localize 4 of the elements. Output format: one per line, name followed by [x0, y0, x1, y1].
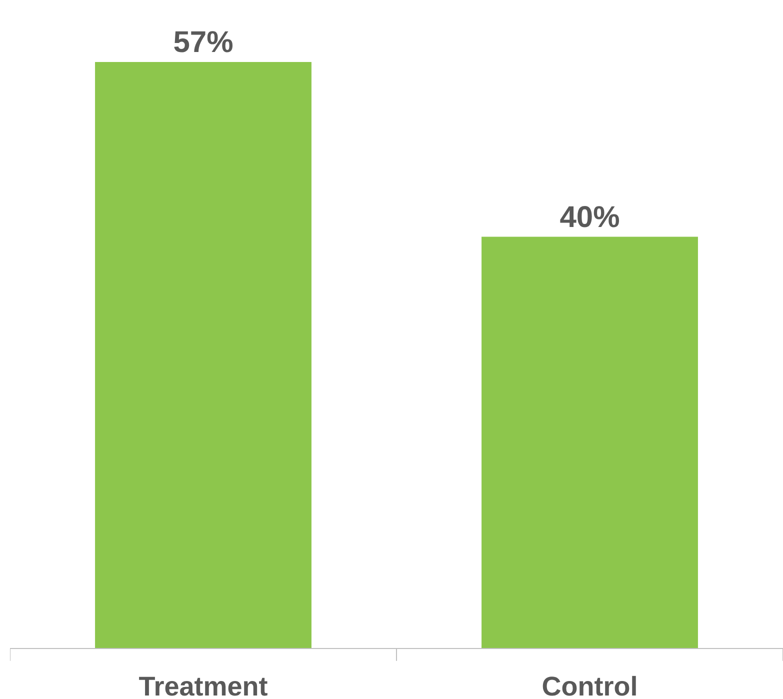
data-label: 40% — [560, 200, 620, 234]
x-tick-label: Treatment — [138, 671, 268, 699]
data-label: 57% — [173, 26, 234, 59]
x-tick-label: Control — [542, 671, 638, 699]
